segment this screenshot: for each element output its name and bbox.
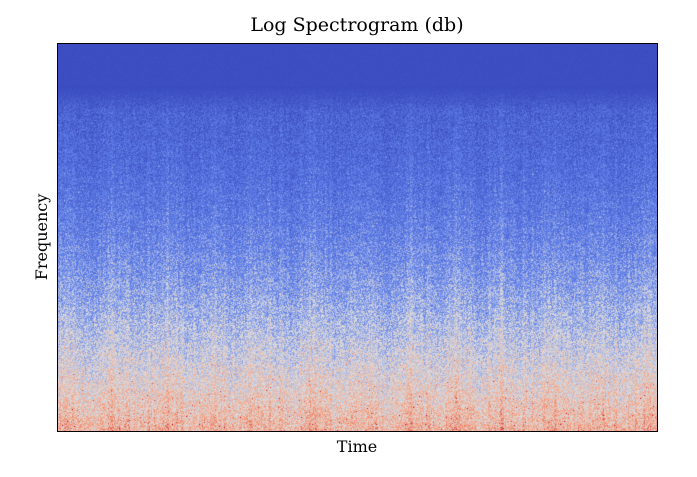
- plot-frame: [57, 43, 658, 432]
- chart-title: Log Spectrogram (db): [250, 14, 463, 36]
- spectrogram-plot-area: [57, 43, 658, 432]
- spectrogram-heatmap: [57, 43, 658, 432]
- y-axis-label: Frequency: [32, 194, 51, 281]
- x-axis-label: Time: [337, 437, 377, 456]
